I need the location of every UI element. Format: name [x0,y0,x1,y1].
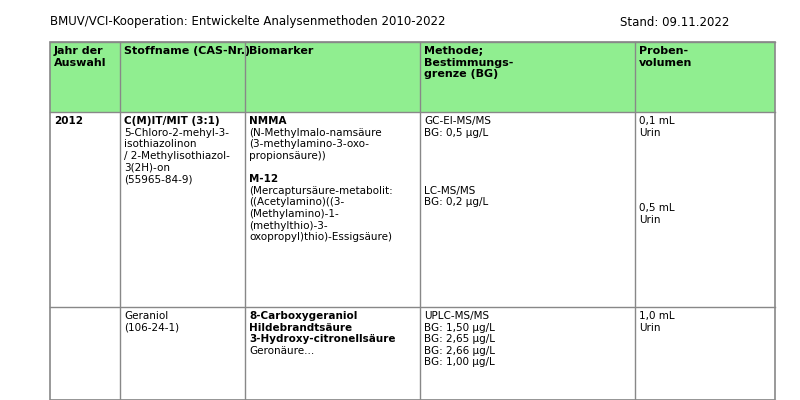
Text: 1,0 mL
Urin: 1,0 mL Urin [639,311,674,333]
Text: M-12: M-12 [249,174,278,184]
Text: 2012: 2012 [54,116,83,126]
Bar [50,42,775,400]
Text: Jahr der
Auswahl: Jahr der Auswahl [54,46,106,68]
Text: 5-Chloro-2-mehyl-3-
isothiazolinon
/ 2-Methylisothiazol-
3(2H)-on
(55965-84-9): 5-Chloro-2-mehyl-3- isothiazolinon / 2-M… [124,128,230,184]
Text: NMMA: NMMA [249,116,286,126]
Text: C(M)IT/MIT (3:1): C(M)IT/MIT (3:1) [124,116,220,126]
Text: 8-Carboxygeraniol: 8-Carboxygeraniol [249,311,358,321]
Text: UPLC-MS/MS
BG: 1,50 µg/L
BG: 2,65 µg/L
BG: 2,66 µg/L
BG: 1,00 µg/L: UPLC-MS/MS BG: 1,50 µg/L BG: 2,65 µg/L B… [424,311,495,367]
Text: Hildebrandtsäure: Hildebrandtsäure [249,323,352,333]
Text: 0,5 mL
Urin: 0,5 mL Urin [639,203,674,225]
Text: 3-Hydroxy-citronellsäure: 3-Hydroxy-citronellsäure [249,334,395,344]
Text: LC-MS/MS
BG: 0,2 µg/L: LC-MS/MS BG: 0,2 µg/L [424,186,488,207]
Text: (Mercaptursäure-metabolit:
((Acetylamino)((3-
(Methylamino)-1-
(methylthio)-3-
o: (Mercaptursäure-metabolit: ((Acetylamino… [249,186,393,242]
Text: Geraniol
(106-24-1): Geraniol (106-24-1) [124,311,179,333]
Text: Stand: 09.11.2022: Stand: 09.11.2022 [620,16,730,28]
Text: GC-EI-MS/MS
BG: 0,5 µg/L: GC-EI-MS/MS BG: 0,5 µg/L [424,116,491,138]
Text: 0,1 mL
Urin: 0,1 mL Urin [639,116,674,138]
Text: (N-Methylmalo-namsäure
(3-methylamino-3-oxo-
propionsäure)): (N-Methylmalo-namsäure (3-methylamino-3-… [249,128,382,161]
Bar [50,42,775,112]
Text: Geronäure...: Geronäure... [249,346,314,356]
Text: Stoffname (CAS-Nr.): Stoffname (CAS-Nr.) [124,46,250,56]
Text: BMUV/VCI-Kooperation: Entwickelte Analysenmethoden 2010-2022: BMUV/VCI-Kooperation: Entwickelte Analys… [50,16,446,28]
Text: Biomarker: Biomarker [249,46,314,56]
Text: Methode;
Bestimmungs-
grenze (BG): Methode; Bestimmungs- grenze (BG) [424,46,514,79]
Text: Proben-
volumen: Proben- volumen [639,46,692,68]
